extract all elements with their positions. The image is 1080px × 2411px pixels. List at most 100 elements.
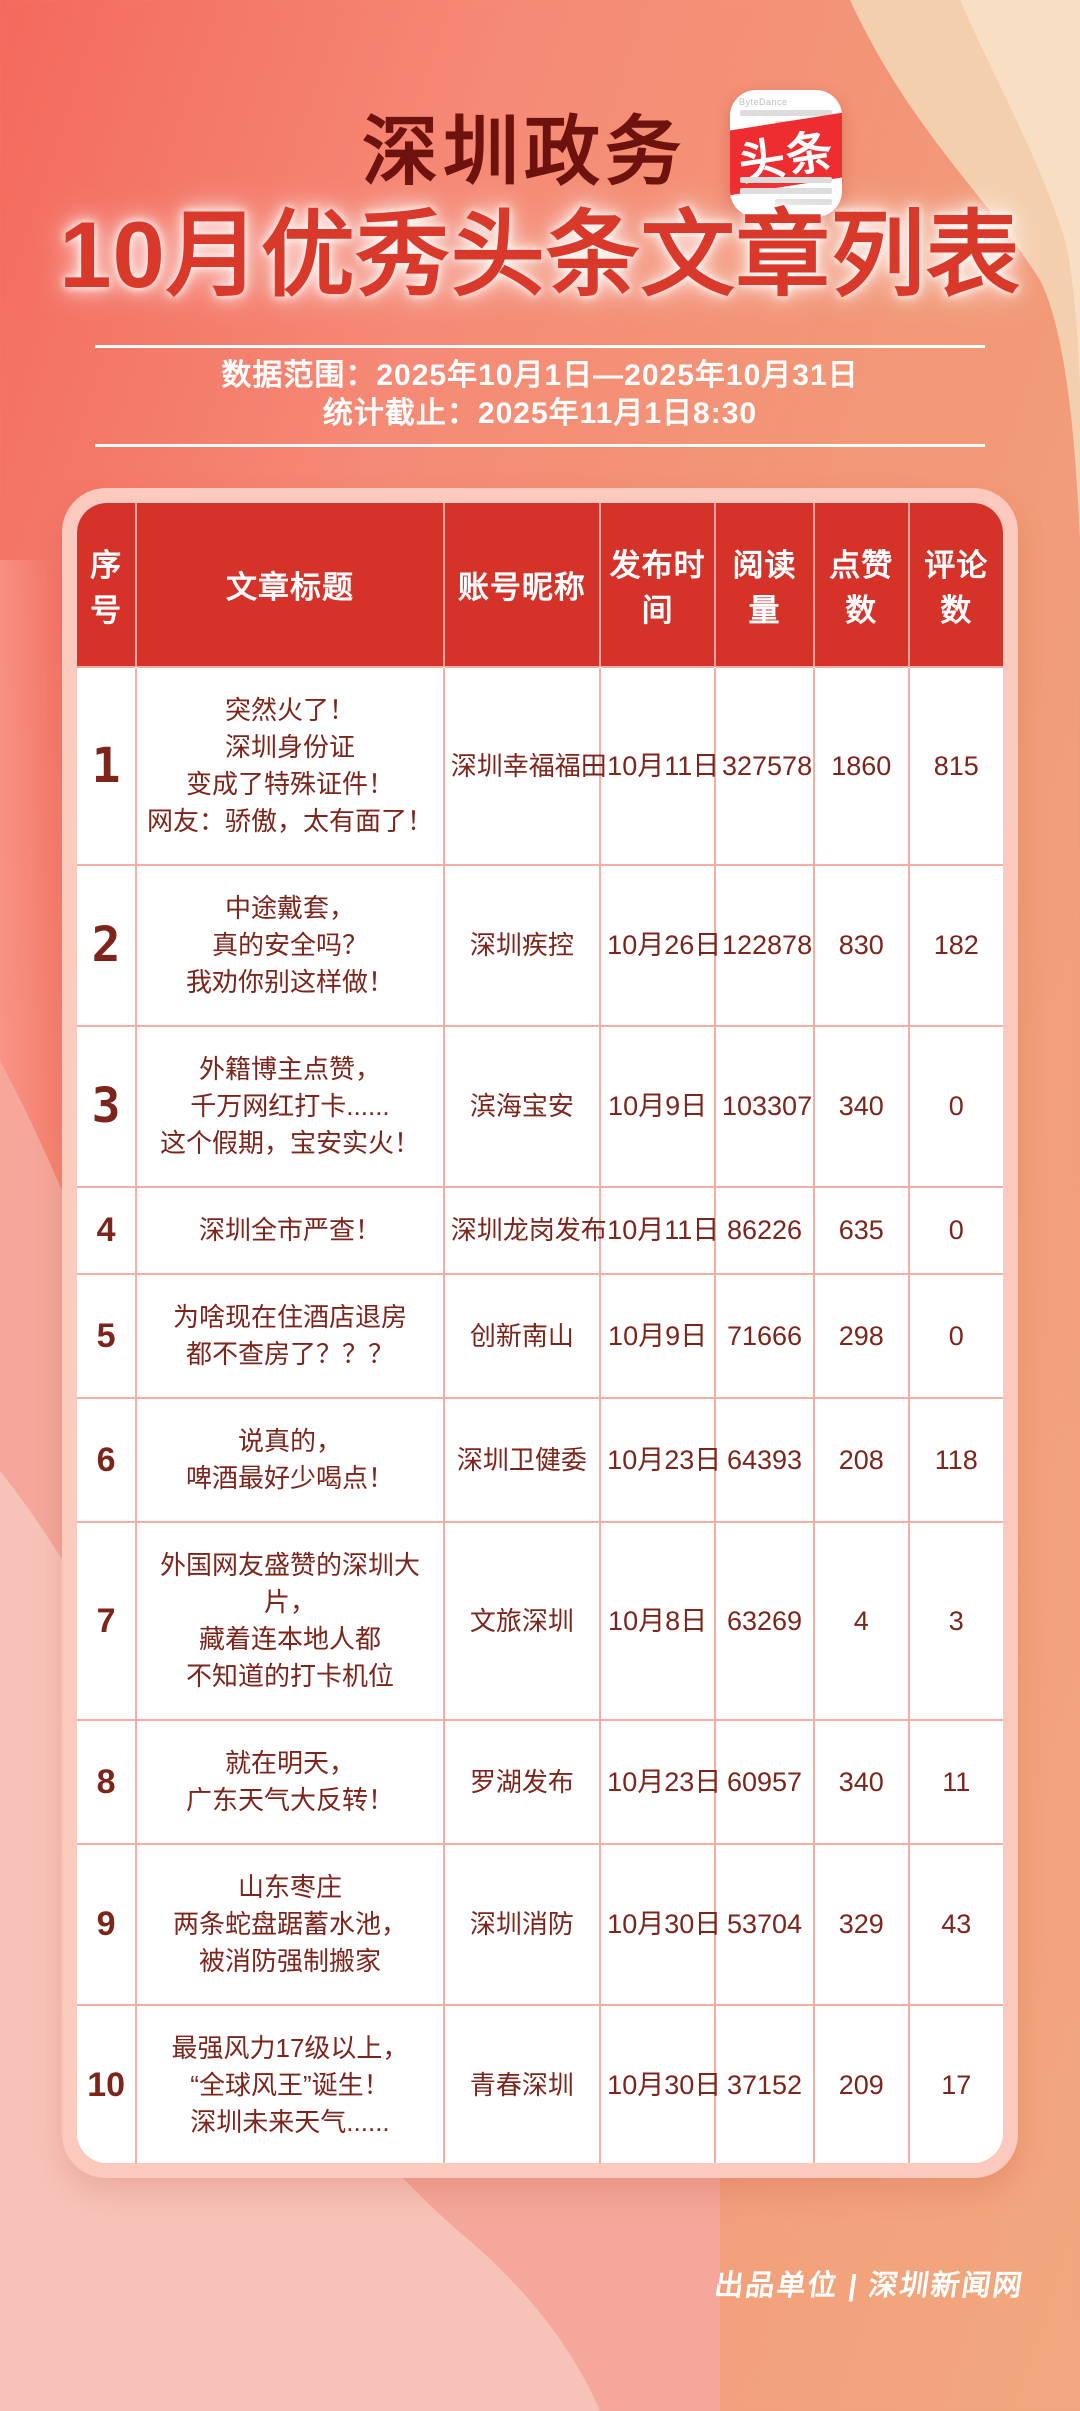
- article-title-cell: 山东枣庄 两条蛇盘踞蓄水池， 被消防强制搬家: [135, 1843, 445, 2006]
- table-header: 序号 文章标题 账号昵称 发布时间 阅读量 点赞数 评论数: [77, 503, 1003, 667]
- publish-date-cell: 10月11日: [599, 666, 719, 866]
- table-wrap: 序号 文章标题 账号昵称 发布时间 阅读量 点赞数 评论数 1 突然火了！ 深圳…: [77, 503, 1003, 2163]
- rank-cell: 9: [77, 1843, 138, 2006]
- account-cell: 深圳幸福福田: [442, 666, 607, 866]
- reads-cell: 86226: [713, 1186, 816, 1275]
- column-header-comments: 评论数: [907, 503, 1003, 667]
- comments-cell: 0: [907, 1025, 1003, 1188]
- comments-cell: 182: [907, 864, 1003, 1027]
- page-title: 10月优秀头条文章列表: [59, 202, 1021, 307]
- table-row: 2 中途戴套， 真的安全吗？ 我劝你别这样做！ 深圳疾控 10月26日 1228…: [77, 864, 1003, 1027]
- header-brand-row: 深圳政务 ByteDance 头条: [62, 88, 1080, 218]
- likes-cell: 4: [813, 1521, 910, 1721]
- likes-cell: 340: [813, 1025, 910, 1188]
- bytedance-watermark: ByteDance: [739, 96, 788, 107]
- table-row: 3 外籍博主点赞， 千万网红打卡...... 这个假期，宝安实火！ 滨海宝安 1…: [77, 1025, 1003, 1188]
- articles-table: 序号 文章标题 账号昵称 发布时间 阅读量 点赞数 评论数 1 突然火了！ 深圳…: [77, 503, 1003, 2163]
- table-row: 5 为啥现在住酒店退房 都不查房了？？？ 创新南山 10月9日 71666 29…: [77, 1273, 1003, 1399]
- reads-cell: 63269: [713, 1521, 816, 1721]
- article-title-cell: 外籍博主点赞， 千万网红打卡...... 这个假期，宝安实火！: [135, 1025, 445, 1188]
- table-row: 1 突然火了！ 深圳身份证 变成了特殊证件！ 网友：骄傲，太有面了！ 深圳幸福福…: [77, 666, 1003, 866]
- article-title-cell: 外国网友盛赞的深圳大片， 藏着连本地人都 不知道的打卡机位: [135, 1521, 445, 1721]
- article-title-cell: 最强风力17级以上， “全球风王”诞生！ 深圳未来天气......: [135, 2004, 445, 2163]
- table-row: 8 就在明天， 广东天气大反转！ 罗湖发布 10月23日 60957 340 1…: [77, 1719, 1003, 1845]
- account-cell: 深圳疾控: [442, 864, 602, 1027]
- rank-cell: 6: [77, 1397, 138, 1523]
- account-cell: 青春深圳: [442, 2004, 602, 2163]
- column-header-reads: 阅读量: [713, 503, 815, 667]
- comments-cell: 3: [907, 1521, 1003, 1721]
- account-cell: 深圳卫健委: [442, 1397, 602, 1523]
- publish-date-cell: 10月23日: [599, 1719, 721, 1845]
- comments-cell: 0: [907, 1186, 1003, 1275]
- reads-cell: 103307: [713, 1025, 816, 1188]
- bg-left-band: [0, 560, 52, 1200]
- rank-cell: 1: [77, 666, 138, 866]
- publish-date-cell: 10月30日: [599, 2004, 721, 2163]
- account-cell: 创新南山: [442, 1273, 602, 1399]
- column-header-date: 发布时间: [599, 503, 715, 667]
- article-title-cell: 中途戴套， 真的安全吗？ 我劝你别这样做！: [135, 864, 445, 1027]
- reads-cell: 53704: [713, 1843, 816, 2006]
- article-title-cell: 突然火了！ 深圳身份证 变成了特殊证件！ 网友：骄傲，太有面了！: [135, 666, 445, 866]
- meta-date-range: 数据范围：2025年10月1日—2025年10月31日: [221, 359, 859, 392]
- article-title-cell: 深圳全市严查！: [135, 1186, 445, 1275]
- account-cell: 滨海宝安: [442, 1025, 602, 1188]
- reads-cell: 71666: [713, 1273, 816, 1399]
- rank-cell: 7: [77, 1521, 138, 1721]
- likes-cell: 329: [813, 1843, 910, 2006]
- article-title-cell: 就在明天， 广东天气大反转！: [135, 1719, 445, 1845]
- toutiao-app-icon: ByteDance 头条: [730, 89, 842, 217]
- publish-date-cell: 10月26日: [599, 864, 721, 1027]
- account-cell: 文旅深圳: [442, 1521, 602, 1721]
- rank-cell: 5: [77, 1273, 138, 1399]
- reads-cell: 327578: [713, 666, 816, 866]
- comments-cell: 815: [907, 666, 1003, 866]
- account-cell: 罗湖发布: [442, 1719, 602, 1845]
- article-title-cell: 为啥现在住酒店退房 都不查房了？？？: [135, 1273, 445, 1399]
- likes-cell: 1860: [813, 666, 910, 866]
- likes-cell: 209: [813, 2004, 910, 2163]
- table-body: 1 突然火了！ 深圳身份证 变成了特殊证件！ 网友：骄傲，太有面了！ 深圳幸福福…: [77, 666, 1003, 2163]
- comments-cell: 11: [907, 1719, 1003, 1845]
- meta-stats-cutoff: 统计截止：2025年11月1日8:30: [322, 397, 758, 430]
- rank-cell: 2: [77, 864, 138, 1027]
- account-cell: 深圳龙岗发布: [442, 1186, 607, 1275]
- comments-cell: 43: [907, 1843, 1003, 2006]
- comments-cell: 17: [907, 2004, 1003, 2163]
- comments-cell: 118: [907, 1397, 1003, 1523]
- column-header-likes: 点赞数: [813, 503, 909, 667]
- table-row: 7 外国网友盛赞的深圳大片， 藏着连本地人都 不知道的打卡机位 文旅深圳 10月…: [77, 1521, 1003, 1721]
- publish-date-cell: 10月30日: [599, 1843, 721, 2006]
- likes-cell: 298: [813, 1273, 910, 1399]
- likes-cell: 340: [813, 1719, 910, 1845]
- likes-cell: 635: [813, 1186, 910, 1275]
- publish-date-cell: 10月9日: [599, 1025, 716, 1188]
- column-header-title: 文章标题: [135, 503, 444, 667]
- account-cell: 深圳消防: [442, 1843, 602, 2006]
- likes-cell: 830: [813, 864, 910, 1027]
- reads-cell: 64393: [713, 1397, 816, 1523]
- rank-cell: 10: [77, 2004, 138, 2163]
- footer-credit: 出品单位 | 深圳新闻网: [712, 2270, 1026, 2302]
- meta-block: 数据范围：2025年10月1日—2025年10月31日 统计截止：2025年11…: [95, 345, 985, 447]
- table-row: 4 深圳全市严查！ 深圳龙岗发布 10月11日 86226 635 0: [77, 1186, 1003, 1275]
- column-header-rank: 序号: [77, 503, 137, 667]
- rank-cell: 4: [77, 1186, 138, 1275]
- likes-cell: 208: [813, 1397, 910, 1523]
- publish-date-cell: 10月23日: [599, 1397, 721, 1523]
- table-card: 序号 文章标题 账号昵称 发布时间 阅读量 点赞数 评论数 1 突然火了！ 深圳…: [62, 488, 1018, 2178]
- table-row: 6 说真的， 啤酒最好少喝点！ 深圳卫健委 10月23日 64393 208 1…: [77, 1397, 1003, 1523]
- publish-date-cell: 10月8日: [599, 1521, 716, 1721]
- comments-cell: 0: [907, 1273, 1003, 1399]
- column-header-account: 账号昵称: [442, 503, 601, 667]
- table-row: 10 最强风力17级以上， “全球风王”诞生！ 深圳未来天气...... 青春深…: [77, 2004, 1003, 2163]
- reads-cell: 122878: [713, 864, 816, 1027]
- rank-cell: 8: [77, 1719, 138, 1845]
- newspaper-lines-bottom-icon: [740, 176, 832, 205]
- table-row: 9 山东枣庄 两条蛇盘踞蓄水池， 被消防强制搬家 深圳消防 10月30日 537…: [77, 1843, 1003, 2006]
- publish-date-cell: 10月9日: [599, 1273, 716, 1399]
- article-title-cell: 说真的， 啤酒最好少喝点！: [135, 1397, 445, 1523]
- brand-title: 深圳政务: [362, 110, 686, 195]
- rank-cell: 3: [77, 1025, 138, 1188]
